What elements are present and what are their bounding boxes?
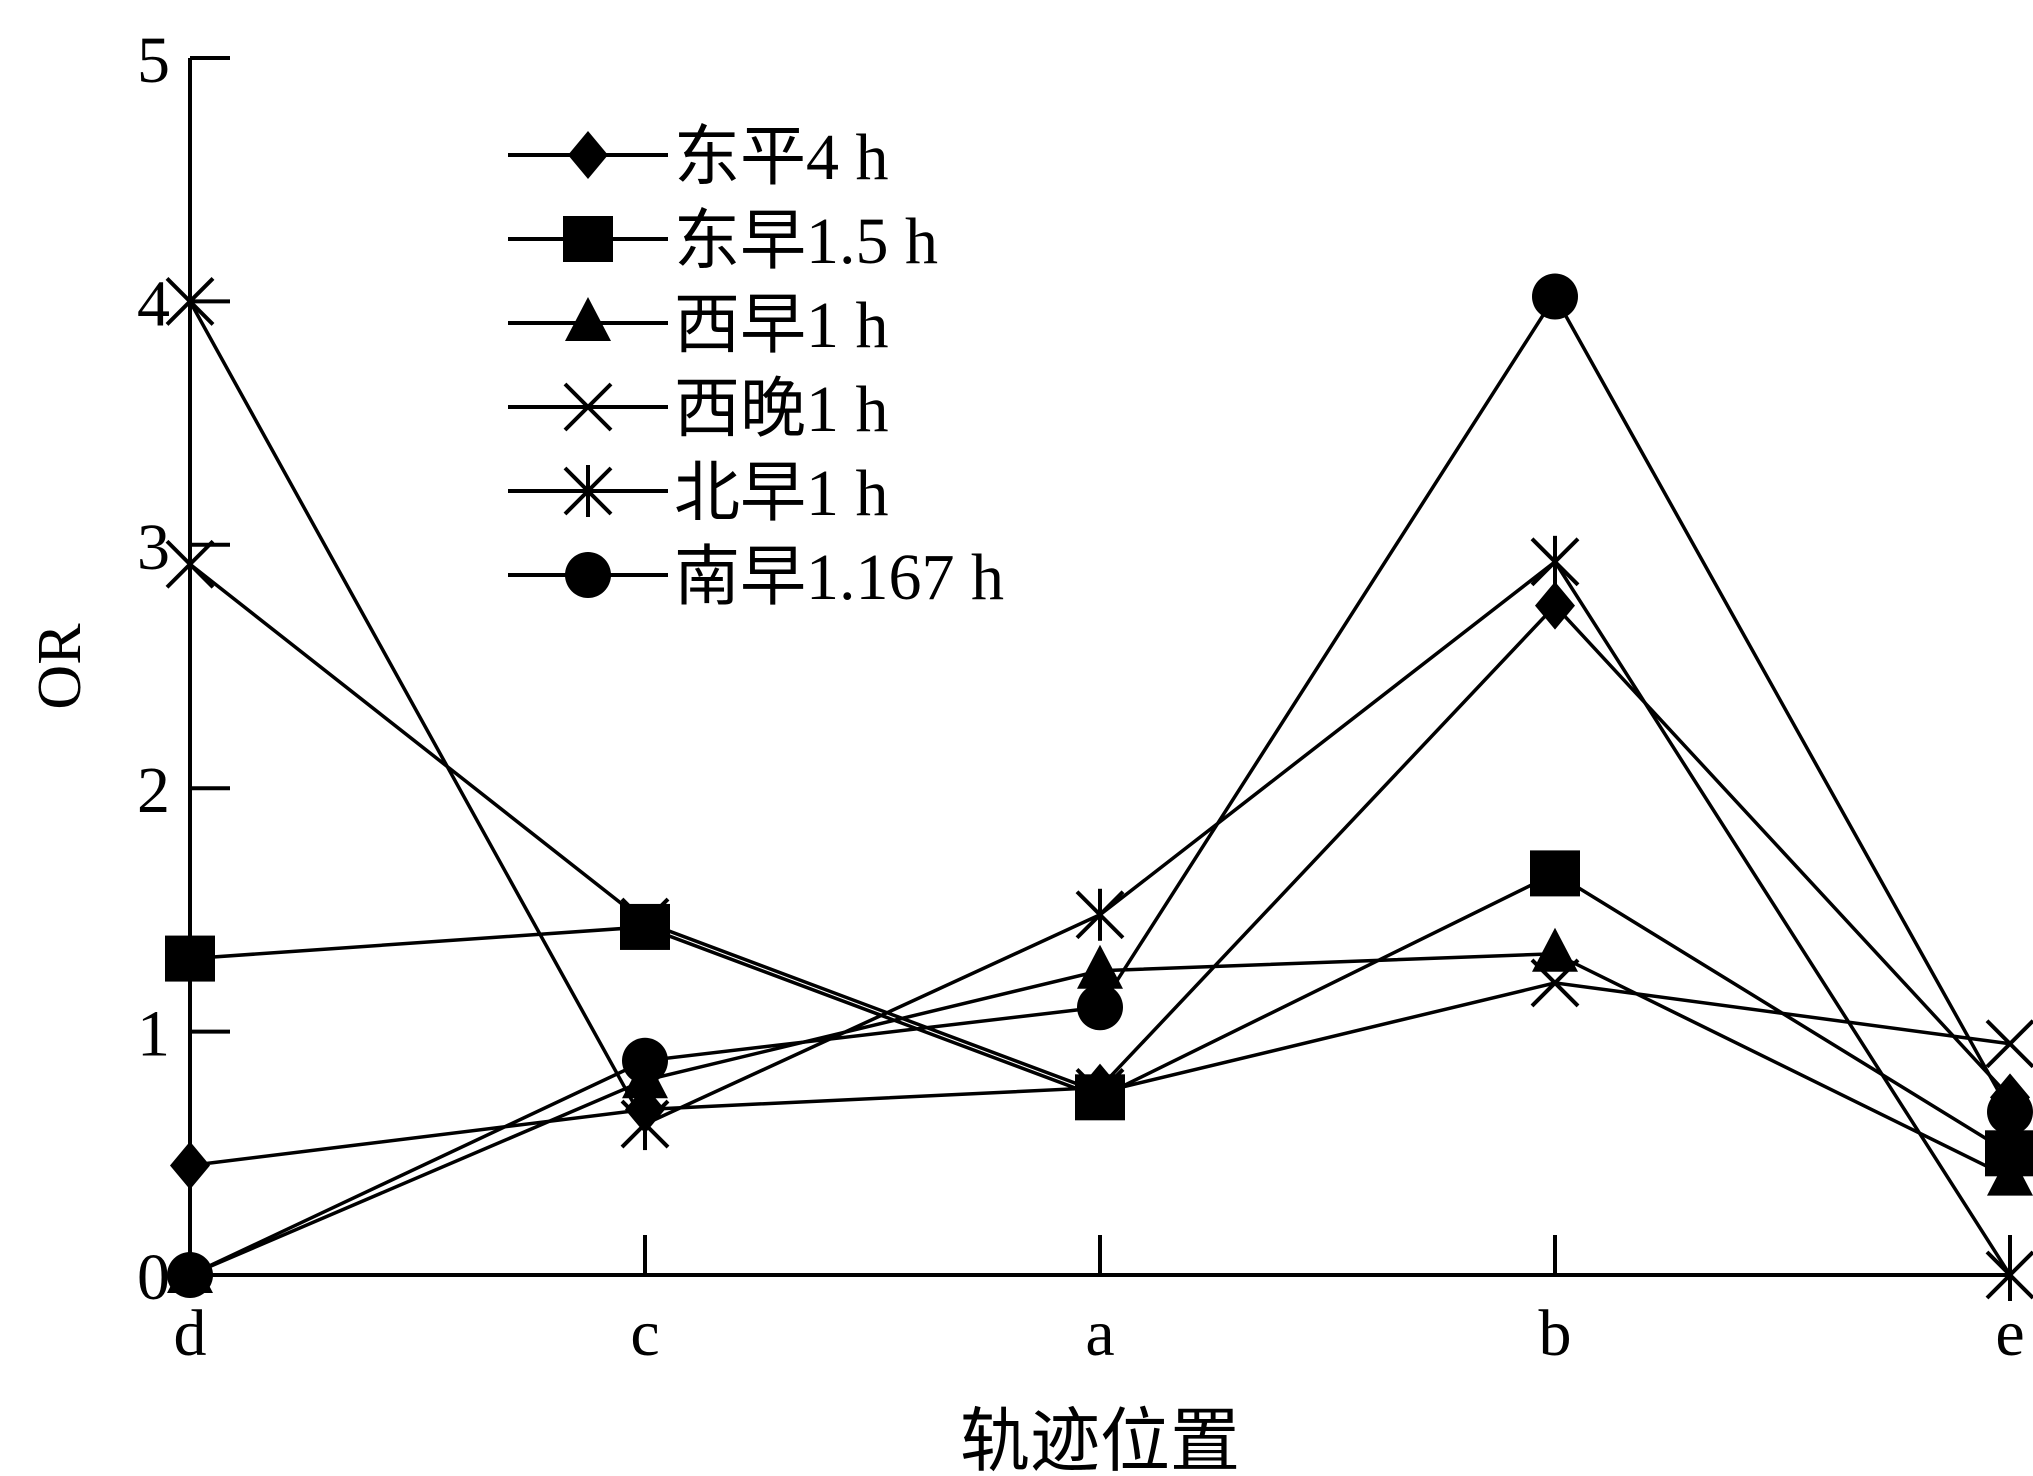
series-4-point: [1075, 1068, 1125, 1117]
legend-item: 南早1.167 h: [508, 541, 1004, 614]
legend-marker: [563, 216, 613, 262]
x-tick-label: a: [1085, 1297, 1114, 1370]
y-tick-label: 0: [137, 1241, 170, 1314]
axes: 0 1 2 3 4 5 d c a b e: [137, 24, 2025, 1370]
series-5-point: [620, 1098, 670, 1151]
legend-marker: [565, 552, 611, 598]
series-5-point: [1985, 1249, 2033, 1301]
series-6-point: [1532, 273, 1578, 320]
y-tick-label: 4: [137, 267, 170, 340]
series-1-point: [170, 1141, 210, 1190]
series-6-point: [167, 1252, 213, 1298]
legend-label: 西晚1 h: [674, 373, 889, 446]
series-4-point: [1530, 958, 1580, 1008]
series-4-point: [1985, 1019, 2033, 1069]
series-lines: [188, 293, 2012, 1277]
x-tick-label: e: [1995, 1297, 2024, 1370]
series-4-point: [620, 897, 670, 947]
legend-item: 东早1.5 h: [508, 205, 938, 278]
series-line-5: [188, 300, 2012, 1276]
series-3-point: [1077, 944, 1123, 989]
y-axis-title: OR: [26, 623, 94, 710]
series-line-6: [189, 293, 2012, 1277]
legend: 东平4 h 东早1.5 h 西早1 h 西晚1 h 北早1 h 南早1.167 h: [508, 121, 1004, 614]
series-5-point: [1075, 888, 1125, 941]
y-ticks: 0 1 2 3 4 5: [137, 24, 230, 1314]
legend-item: 北早1 h: [508, 457, 889, 530]
legend-marker: [565, 297, 611, 341]
y-tick-label: 2: [137, 754, 170, 827]
legend-label: 东早1.5 h: [674, 205, 938, 278]
series-5-point: [165, 275, 215, 328]
series-4-point: [165, 539, 215, 589]
legend-item: 西早1 h: [508, 289, 889, 362]
series-2-point: [620, 903, 670, 950]
legend-marker: [563, 465, 613, 517]
x-tick-label: c: [630, 1297, 659, 1370]
series-1-point: [1535, 581, 1575, 630]
series-3-point: [1532, 927, 1578, 972]
legend-label: 南早1.167 h: [674, 541, 1004, 614]
x-axis-title: 轨迹位置: [960, 1404, 1240, 1476]
x-tick-label: b: [1539, 1297, 1572, 1370]
y-tick-label: 5: [137, 24, 170, 97]
legend-label: 东平4 h: [674, 121, 889, 194]
legend-marker: [563, 382, 613, 432]
y-tick-label: 3: [137, 511, 170, 584]
series-2-point: [1530, 850, 1580, 897]
legend-marker: [568, 131, 608, 179]
series-markers: [165, 273, 2033, 1301]
legend-item: 西晚1 h: [508, 373, 889, 446]
legend-item: 东平4 h: [508, 121, 889, 194]
x-tick-label: d: [174, 1297, 207, 1370]
series-6-point: [1077, 984, 1123, 1031]
series-3-point: [1987, 1151, 2033, 1196]
legend-label: 北早1 h: [674, 457, 889, 530]
series-6-point: [622, 1037, 668, 1084]
series-2-point: [165, 935, 215, 982]
y-tick-label: 1: [137, 998, 170, 1071]
series-6-point: [1987, 1088, 2033, 1135]
legend-label: 西早1 h: [674, 289, 889, 362]
series-5-point: [1530, 535, 1580, 588]
series-2-point: [1075, 1074, 1125, 1121]
